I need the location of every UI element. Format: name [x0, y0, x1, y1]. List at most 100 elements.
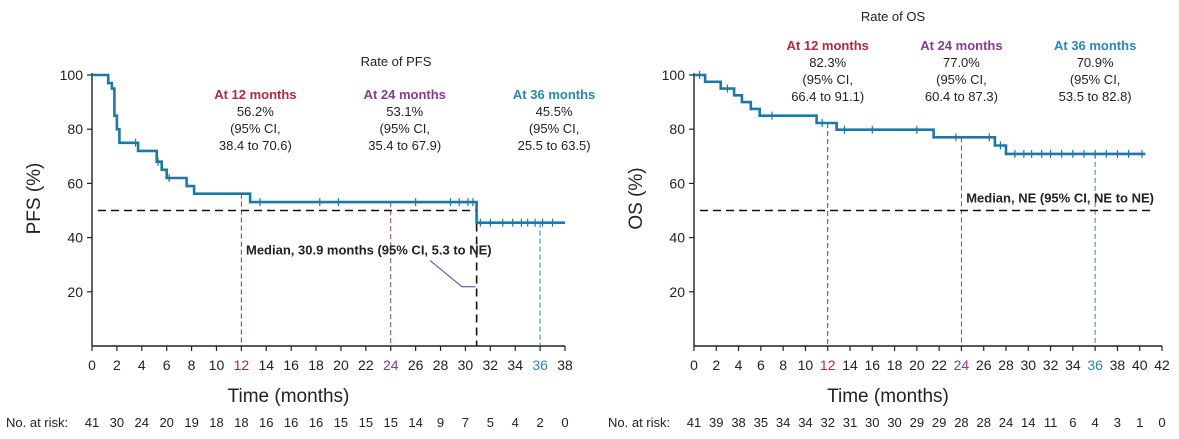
- os-xtick-label: 42: [1154, 357, 1170, 373]
- os-risk-value: 28: [976, 415, 990, 430]
- os-xtick-label: 28: [998, 357, 1014, 373]
- pfs-ytick-label: 60: [67, 175, 83, 191]
- pfs-xtick-label: 16: [283, 357, 299, 373]
- pfs-ytick-label: 80: [67, 121, 83, 137]
- os-ytick-label: 60: [669, 175, 685, 191]
- os-xtick-label: 16: [864, 357, 880, 373]
- os-rate-ci-range-36: 53.5 to 82.8): [1059, 89, 1132, 104]
- os-rate-heading-12: At 12 months: [787, 38, 869, 53]
- pfs-rate-value-24: 53.1%: [386, 104, 423, 119]
- pfs-risk-value: 15: [359, 415, 373, 430]
- pfs-risk-value: 5: [487, 415, 494, 430]
- os-ytick-label: 20: [669, 284, 685, 300]
- os-rate-heading-36: At 36 months: [1054, 38, 1136, 53]
- pfs-risk-value: 14: [408, 415, 422, 430]
- os-rate-ci-label-12: (95% CI,: [802, 72, 853, 87]
- pfs-xtick-label: 34: [507, 357, 523, 373]
- os-risk-value: 14: [1021, 415, 1035, 430]
- pfs-risk-value: 20: [159, 415, 173, 430]
- pfs-median-callout: [430, 261, 476, 287]
- os-y-axis-label: OS (%): [626, 167, 647, 229]
- pfs-xtick-label: 0: [88, 357, 96, 373]
- pfs-risk-value: 19: [184, 415, 198, 430]
- os-risk-value: 30: [865, 415, 879, 430]
- pfs-risk-value: 4: [512, 415, 519, 430]
- pfs-ytick-label: 20: [67, 284, 83, 300]
- pfs-km-curve: [92, 75, 565, 223]
- os-risk-value: 11: [1044, 415, 1058, 430]
- os-rate-ci-range-12: 66.4 to 91.1): [791, 89, 864, 104]
- os-risk-value: 34: [798, 415, 812, 430]
- pfs-rate-heading-36: At 36 months: [513, 87, 595, 102]
- os-chart-title: Rate of OS: [861, 9, 926, 24]
- pfs-xtick-label: 12: [234, 357, 250, 373]
- os-xtick-label: 20: [909, 357, 925, 373]
- os-xtick-label: 38: [1110, 357, 1126, 373]
- pfs-ytick-label: 40: [67, 230, 83, 246]
- os-ytick-label: 100: [662, 67, 686, 83]
- pfs-risk-label: No. at risk:: [6, 415, 68, 430]
- pfs-risk-value: 24: [135, 415, 149, 430]
- os-risk-value: 3: [1114, 415, 1121, 430]
- os-xtick-label: 30: [1020, 357, 1036, 373]
- os-risk-value: 6: [1069, 415, 1076, 430]
- os-rate-value-24: 77.0%: [943, 55, 980, 70]
- os-risk-value: 24: [999, 415, 1013, 430]
- os-risk-value: 41: [687, 415, 701, 430]
- pfs-xtick-label: 24: [383, 357, 399, 373]
- pfs-xtick-label: 4: [138, 357, 146, 373]
- os-risk-value: 1: [1136, 415, 1143, 430]
- pfs-risk-value: 18: [209, 415, 223, 430]
- pfs-risk-value: 16: [259, 415, 273, 430]
- os-rate-ci-range-24: 60.4 to 87.3): [925, 89, 998, 104]
- pfs-xtick-label: 10: [209, 357, 225, 373]
- os-rate-heading-24: At 24 months: [920, 38, 1002, 53]
- pfs-rate-value-36: 45.5%: [536, 104, 573, 119]
- pfs-risk-value: 9: [437, 415, 444, 430]
- os-x-axis-label: Time (months): [827, 386, 949, 407]
- os-risk-value: 29: [932, 415, 946, 430]
- pfs-xtick-label: 2: [113, 357, 121, 373]
- pfs-rate-ci-label-36: (95% CI,: [529, 121, 580, 136]
- pfs-xtick-label: 8: [188, 357, 196, 373]
- os-risk-value: 30: [887, 415, 901, 430]
- pfs-rate-heading-12: At 12 months: [214, 87, 296, 102]
- os-xtick-label: 8: [779, 357, 787, 373]
- pfs-median-label: Median, 30.9 months (95% CI, 5.3 to NE): [246, 243, 492, 258]
- pfs-chart-title: Rate of PFS: [361, 54, 432, 69]
- pfs-xtick-label: 32: [483, 357, 499, 373]
- os-xtick-label: 6: [757, 357, 765, 373]
- pfs-xtick-label: 18: [308, 357, 324, 373]
- os-xtick-label: 32: [1043, 357, 1059, 373]
- pfs-rate-heading-24: At 24 months: [364, 87, 446, 102]
- pfs-risk-value: 30: [110, 415, 124, 430]
- os-xtick-label: 24: [954, 357, 970, 373]
- os-xtick-label: 18: [887, 357, 903, 373]
- pfs-risk-value: 7: [462, 415, 469, 430]
- os-rate-ci-label-24: (95% CI,: [936, 72, 987, 87]
- os-xtick-label: 26: [976, 357, 992, 373]
- pfs-xtick-label: 30: [458, 357, 474, 373]
- pfs-rate-ci-range-24: 35.4 to 67.9): [368, 138, 441, 153]
- os-risk-value: 39: [709, 415, 723, 430]
- os-risk-value: 28: [954, 415, 968, 430]
- pfs-rate-ci-label-24: (95% CI,: [379, 121, 430, 136]
- os-rate-ci-label-36: (95% CI,: [1070, 72, 1121, 87]
- pfs-rate-ci-range-36: 25.5 to 63.5): [518, 138, 591, 153]
- os-risk-value: 35: [754, 415, 768, 430]
- os-xtick-label: 4: [735, 357, 743, 373]
- pfs-risk-value: 16: [309, 415, 323, 430]
- pfs-x-axis-label: Time (months): [228, 386, 350, 407]
- pfs-ytick-label: 100: [60, 67, 84, 83]
- os-risk-value: 31: [843, 415, 857, 430]
- os-rate-value-12: 82.3%: [809, 55, 846, 70]
- km-figure: 204060801000 2 4 6 8 10 12 14 16 18 20 22 24 26 28 30 32…: [0, 0, 1179, 439]
- pfs-xtick-label: 26: [408, 357, 424, 373]
- pfs-xtick-label: 36: [532, 357, 548, 373]
- os-xtick-label: 14: [842, 357, 858, 373]
- os-risk-value: 32: [820, 415, 834, 430]
- os-xtick-label: 34: [1065, 357, 1081, 373]
- pfs-xtick-label: 28: [433, 357, 449, 373]
- pfs-y-axis-label: PFS (%): [24, 163, 45, 235]
